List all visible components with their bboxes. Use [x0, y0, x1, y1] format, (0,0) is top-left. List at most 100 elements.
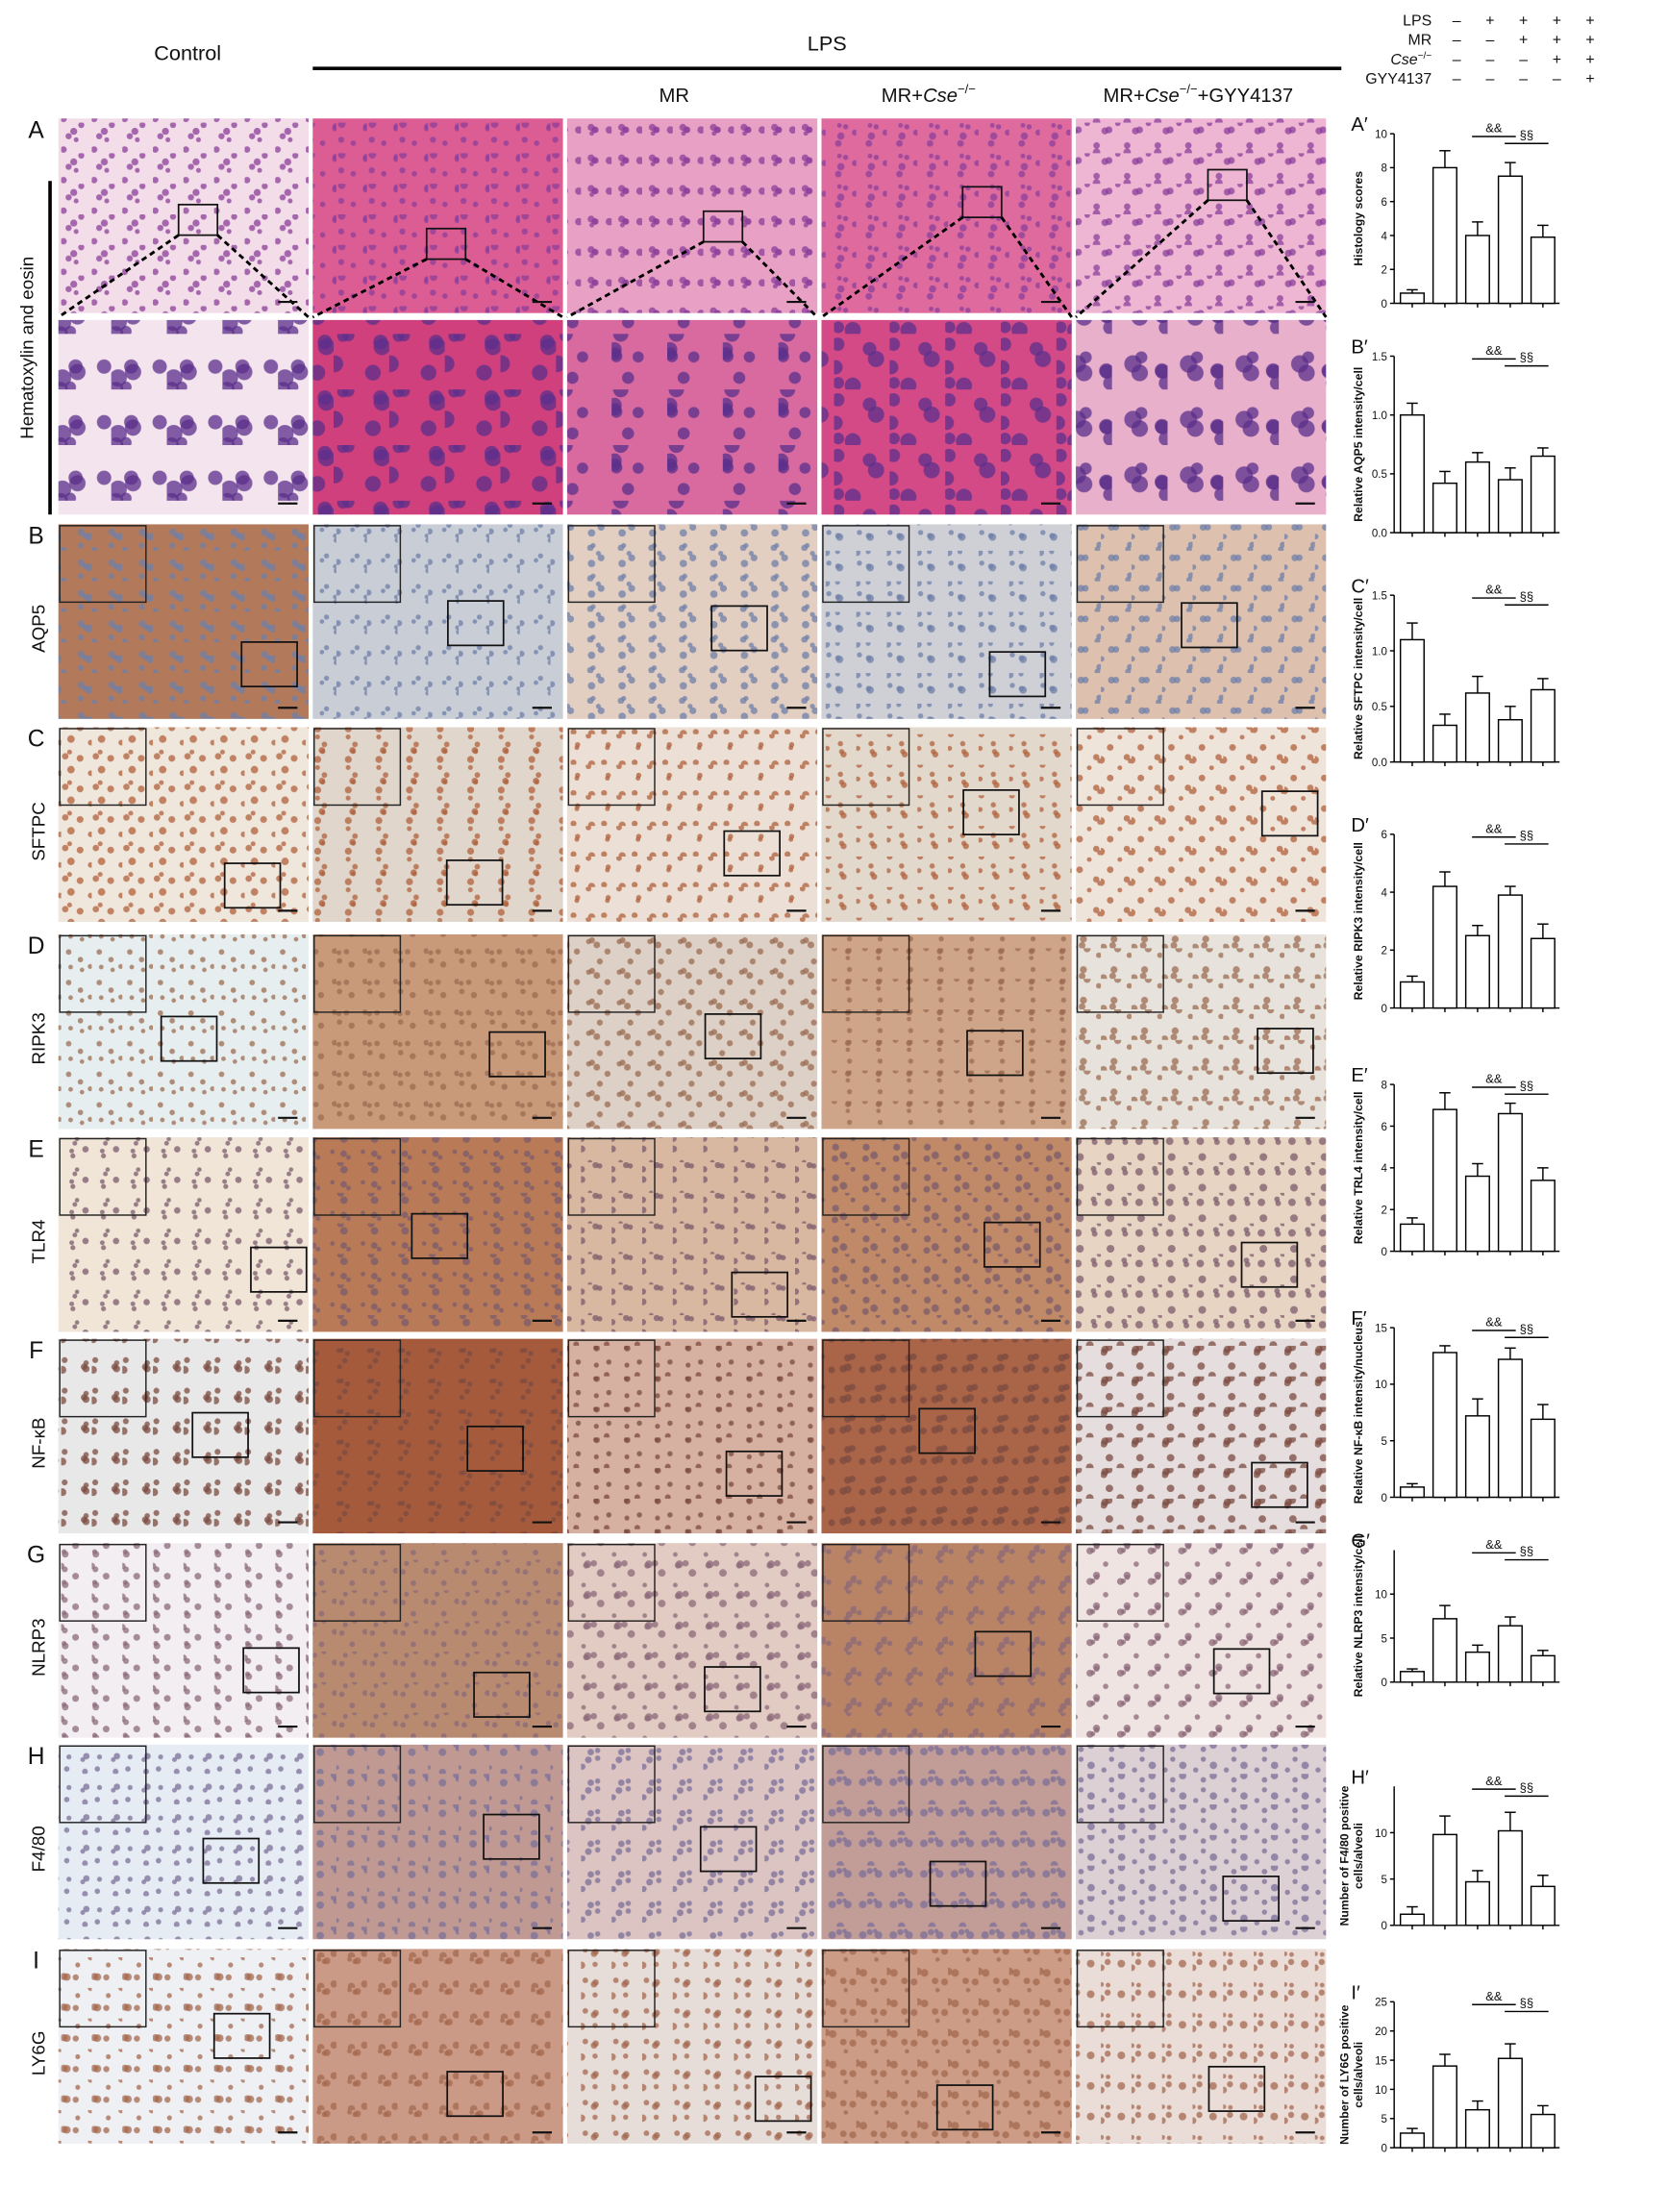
- stain-label: NF-κB: [28, 1418, 48, 1469]
- bar: [1497, 718, 1523, 763]
- y-tick-label: 0.5: [1372, 469, 1387, 481]
- micrograph: [566, 933, 818, 1130]
- y-axis-title: Number of F4/80 positive: [1337, 1785, 1351, 1926]
- inset-box: [1251, 1461, 1308, 1508]
- stain-label: RIPK3: [28, 1012, 48, 1064]
- bar: [1399, 2132, 1425, 2149]
- lps-header: LPS: [808, 31, 847, 55]
- micrograph: [1076, 1543, 1327, 1738]
- column-header: MR: [659, 86, 688, 107]
- micrograph: [566, 1137, 818, 1332]
- y-tick-label: 0: [1382, 1247, 1387, 1258]
- micrograph: [58, 1744, 309, 1940]
- inset-zoom: [313, 525, 402, 604]
- inset-box: [966, 1030, 1024, 1077]
- chart-panel-label: E′: [1351, 1065, 1367, 1086]
- inset-box: [1260, 790, 1319, 837]
- panel-label: I: [33, 1949, 39, 1975]
- micrograph: [566, 1744, 818, 1940]
- inset-zoom: [1076, 1137, 1164, 1216]
- inset-box: [988, 651, 1047, 698]
- significance-label: &&: [1485, 1989, 1503, 2003]
- superscript: −/−: [958, 82, 976, 96]
- inset-zoom: [567, 1339, 656, 1418]
- inset-zoom: [313, 1137, 402, 1216]
- bar: [1464, 692, 1490, 763]
- inset-box: [1207, 168, 1248, 202]
- y-tick-label: 0: [1382, 2143, 1387, 2154]
- significance-label: §§: [1520, 128, 1533, 142]
- bar: [1530, 455, 1556, 534]
- inset-zoom: [822, 1543, 910, 1622]
- inset-box: [704, 1013, 762, 1060]
- inset-box: [202, 1837, 261, 1884]
- y-tick-label: 5: [1382, 1436, 1387, 1448]
- inset-box: [702, 210, 744, 243]
- y-tick-label: 1.5: [1372, 352, 1387, 363]
- legend-sign: +: [1553, 52, 1561, 68]
- legend-text: MR: [1407, 33, 1431, 49]
- bar: [1497, 1112, 1523, 1253]
- inset-zoom: [567, 1745, 656, 1824]
- legend-sign: +: [1585, 71, 1594, 87]
- column-suffix: +GYY4137: [1198, 86, 1294, 107]
- micrograph: [821, 524, 1072, 719]
- significance-label: §§: [1520, 350, 1533, 364]
- bar: [1431, 1618, 1457, 1683]
- inset-zoom: [822, 1745, 910, 1824]
- bar: [1497, 479, 1523, 534]
- micrograph: [312, 319, 563, 515]
- inset-zoom: [1076, 525, 1164, 604]
- micrograph: [58, 1338, 309, 1534]
- inset-box: [962, 788, 1020, 836]
- panel-label: B: [28, 524, 43, 550]
- micrograph: [566, 727, 818, 922]
- y-axis-title: Histology scores: [1352, 171, 1365, 266]
- inset-zoom: [313, 1950, 402, 2028]
- legend-sign: –: [1519, 71, 1528, 87]
- inset-zoom: [822, 1339, 910, 1418]
- legend-label: MR: [1407, 33, 1431, 49]
- bar: [1464, 1175, 1490, 1253]
- micrograph: [1076, 524, 1327, 719]
- panel-label: H: [28, 1744, 45, 1770]
- panel-label: E: [28, 1136, 43, 1162]
- inset-zoom: [822, 1137, 910, 1216]
- significance-label: &&: [1485, 583, 1503, 597]
- y-tick-label: 5: [1382, 1633, 1387, 1645]
- micrograph: [58, 118, 309, 313]
- legend-sign: –: [1453, 71, 1461, 87]
- significance-label: &&: [1485, 343, 1503, 358]
- bar: [1497, 175, 1523, 305]
- bar: [1431, 1108, 1457, 1253]
- y-tick-label: 10: [1375, 129, 1387, 140]
- panel-label: F: [29, 1338, 43, 1364]
- zoom-line: [566, 240, 705, 319]
- zoom-line: [1075, 199, 1209, 319]
- micrograph: [58, 524, 309, 719]
- inset-zoom: [59, 1543, 147, 1622]
- inset-zoom: [567, 1543, 656, 1622]
- y-tick-label: 10: [1375, 1828, 1387, 1840]
- inset-zoom: [59, 1339, 147, 1418]
- inset-box: [974, 1630, 1033, 1678]
- inset-box: [699, 1826, 758, 1873]
- legend-sign: –: [1453, 52, 1461, 68]
- micrograph: [1076, 727, 1327, 922]
- significance-label: §§: [1520, 1079, 1533, 1093]
- significance-label: &&: [1485, 1315, 1503, 1330]
- bar: [1530, 688, 1556, 763]
- micrograph: [58, 1949, 309, 2144]
- inset-zoom: [313, 1745, 402, 1824]
- micrograph: [312, 1137, 563, 1332]
- micrograph: [1076, 118, 1327, 313]
- micrograph: [58, 1137, 309, 1332]
- chart-panel-label: F′: [1351, 1308, 1366, 1330]
- y-tick-label: 25: [1375, 1998, 1387, 2009]
- y-tick-label: 1.0: [1372, 646, 1387, 658]
- inset-box: [918, 1407, 976, 1454]
- micrograph: [821, 1543, 1072, 1738]
- y-tick-label: 20: [1375, 2026, 1387, 2038]
- y-tick-label: 0: [1382, 299, 1387, 311]
- y-tick-label: 10: [1375, 2085, 1387, 2097]
